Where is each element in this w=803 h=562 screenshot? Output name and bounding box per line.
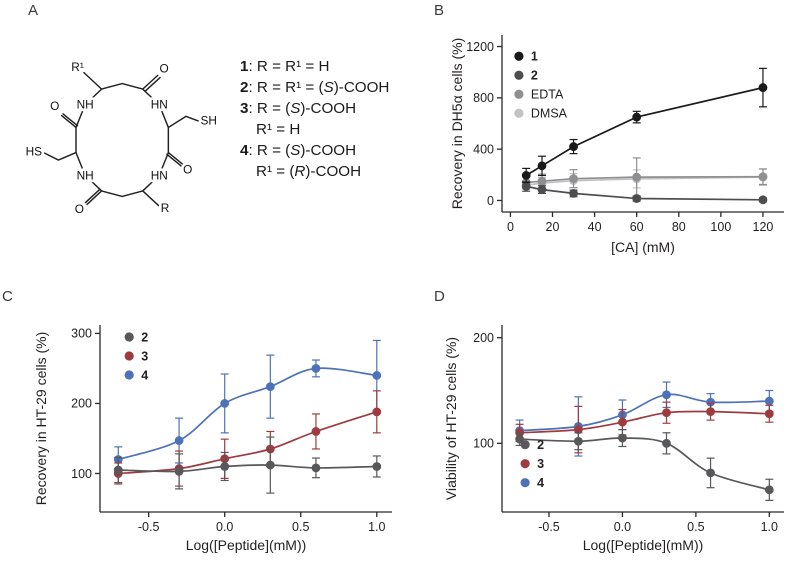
series-EDTA — [521, 157, 768, 197]
svg-text:4: 4 — [141, 368, 148, 382]
svg-text:Recovery in HT-29 cells (%): Recovery in HT-29 cells (%) — [33, 332, 49, 506]
svg-text:400: 400 — [473, 142, 494, 156]
panel-label-b: B — [434, 2, 445, 19]
svg-text:Recovery in DH5α cells (%): Recovery in DH5α cells (%) — [449, 38, 465, 209]
svg-text:800: 800 — [473, 91, 494, 105]
svg-text:0.5: 0.5 — [687, 520, 704, 534]
label-hs: HS — [26, 145, 43, 159]
svg-text:120: 120 — [753, 220, 774, 234]
svg-text:3: 3 — [141, 349, 148, 363]
series-4 — [515, 381, 774, 457]
series-1 — [521, 67, 768, 184]
svg-text:1.0: 1.0 — [368, 520, 385, 534]
compound-text: : R = R¹ = (S)-COOH — [248, 79, 390, 96]
svg-text:0.0: 0.0 — [614, 520, 631, 534]
label-o-right: O — [183, 163, 192, 177]
svg-text:2: 2 — [537, 438, 544, 452]
substituent-bonds — [43, 71, 202, 207]
svg-text:Log([Peptide](mM)): Log([Peptide](mM)) — [583, 537, 704, 553]
compound-definition-4-line2: R¹ = (R)-COOH — [256, 163, 362, 180]
series-3 — [515, 401, 774, 454]
label-r1: R¹ — [71, 60, 84, 74]
svg-text:100: 100 — [473, 437, 494, 451]
svg-text:3: 3 — [537, 457, 544, 471]
svg-text:2: 2 — [531, 69, 538, 83]
compound-number: 2 — [240, 79, 249, 96]
svg-text:100: 100 — [710, 220, 731, 234]
legend: 2 3 4 — [520, 438, 544, 490]
axes: -0.5 0.0 0.5 1.0 100 200 300 Log([Peptide](mM))… — [33, 325, 392, 553]
svg-text:80: 80 — [672, 220, 686, 234]
compound-text: : R = R¹ = H — [248, 58, 330, 75]
svg-text:[CA] (mM): [CA] (mM) — [611, 239, 675, 255]
label-nh-bottom-left: NH — [77, 169, 94, 183]
svg-text:-0.5: -0.5 — [138, 520, 160, 534]
compound-number: 4 — [240, 142, 249, 159]
svg-text:Log([Peptide](mM)): Log([Peptide](mM)) — [186, 537, 307, 553]
svg-text:EDTA: EDTA — [531, 88, 564, 102]
panel-label-c: C — [2, 288, 13, 305]
series-2 — [521, 180, 768, 205]
svg-text:1.0: 1.0 — [761, 520, 778, 534]
chart-viability-ht29: -0.5 0.0 0.5 1.0 100 200 Log([Peptide](mM)) Via… — [443, 325, 784, 553]
svg-text:300: 300 — [71, 327, 92, 341]
svg-text:-0.5: -0.5 — [538, 520, 560, 534]
svg-text:20: 20 — [546, 220, 560, 234]
compound-definition-4: 4: R = (S)-COOH — [240, 140, 389, 161]
svg-text:60: 60 — [630, 220, 644, 234]
compound-definition-3: 3: R = (S)-COOH — [240, 98, 389, 119]
svg-text:1: 1 — [531, 50, 538, 64]
carbonyl-double-bonds — [60, 74, 184, 206]
compound-legend: 1: R = R¹ = H 2: R = R¹ = (S)-COOH 3: R … — [240, 56, 389, 182]
legend: 1 2 EDTA DMSA — [514, 50, 568, 121]
svg-text:0.5: 0.5 — [292, 520, 309, 534]
panel-label-a: A — [28, 2, 39, 19]
svg-text:200: 200 — [71, 397, 92, 411]
label-o-left: O — [50, 99, 59, 113]
svg-text:2: 2 — [141, 330, 148, 344]
label-o-bottom-left: O — [75, 202, 84, 216]
compound-definition-3-line2: R¹ = H — [256, 121, 301, 138]
svg-text:DMSA: DMSA — [531, 107, 568, 121]
series-2 — [515, 428, 774, 501]
series-2 — [113, 436, 382, 494]
axes: -0.5 0.0 0.5 1.0 100 200 Log([Peptide](mM)) Via… — [443, 325, 784, 553]
svg-text:40: 40 — [588, 220, 602, 234]
chart-recovery-ht29: -0.5 0.0 0.5 1.0 100 200 300 Log([Peptide](mM))… — [33, 325, 392, 553]
svg-text:100: 100 — [71, 467, 92, 481]
svg-text:4: 4 — [537, 476, 544, 490]
legend: 2 3 4 — [124, 330, 148, 382]
svg-text:1200: 1200 — [466, 40, 494, 54]
svg-text:0.0: 0.0 — [216, 520, 233, 534]
svg-text:200: 200 — [473, 331, 494, 345]
compound-number: 1 — [240, 58, 249, 75]
label-o-top: O — [159, 62, 168, 76]
label-hn-bottom-right: HN — [151, 169, 168, 183]
label-sh: SH — [200, 114, 216, 128]
label-nh-top-left: NH — [77, 98, 94, 112]
label-hn-top-right: HN — [151, 98, 168, 112]
cyclic-peptide-structure: R¹ O NH HN SH O HN R O NH HS O — [23, 57, 220, 219]
svg-text:0: 0 — [507, 220, 514, 234]
compound-text: : R = (S)-COOH — [248, 142, 357, 159]
svg-text:Viability of HT-29 cells (%): Viability of HT-29 cells (%) — [443, 337, 459, 500]
compound-number: 3 — [240, 100, 249, 117]
compound-definition-2: 2: R = R¹ = (S)-COOH — [240, 77, 389, 98]
panel-label-d: D — [434, 288, 445, 305]
series-4 — [113, 339, 382, 473]
compound-definition-1: 1: R = R¹ = H — [240, 56, 389, 77]
svg-text:0: 0 — [487, 194, 494, 208]
compound-text: : R = (S)-COOH — [248, 100, 357, 117]
label-r: R — [161, 201, 170, 215]
